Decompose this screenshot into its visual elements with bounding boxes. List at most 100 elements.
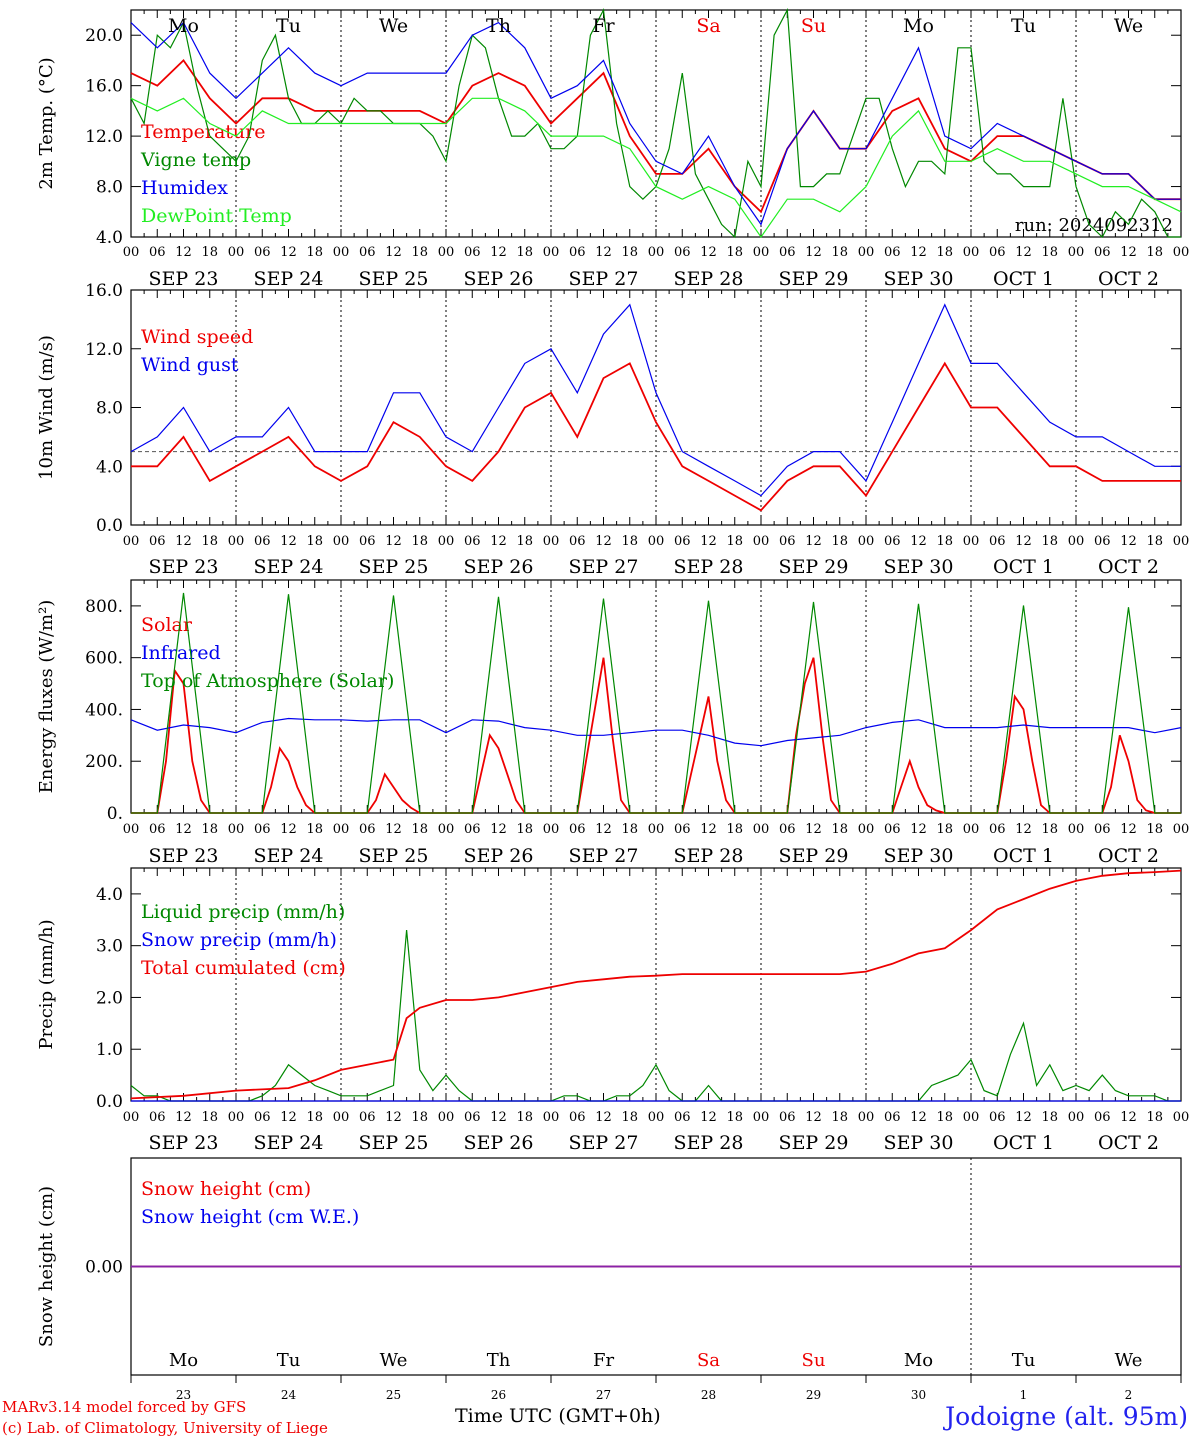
hour-label: 18 <box>726 822 743 837</box>
weekday-label: Th <box>486 15 511 37</box>
legend-entry: Snow precip (mm/h) <box>141 929 337 951</box>
y-tick-label: 400. <box>85 700 123 720</box>
hour-label: 06 <box>989 534 1006 549</box>
date-label: SEP 25 <box>359 1132 429 1154</box>
date-label: OCT 1 <box>993 1132 1054 1154</box>
series-line <box>131 361 1181 512</box>
hour-label: 00 <box>333 534 350 549</box>
hour-label: 06 <box>149 1110 166 1125</box>
hour-label: 18 <box>1146 1110 1163 1125</box>
hour-label: 00 <box>648 822 665 837</box>
hour-label: 12 <box>1015 534 1032 549</box>
hour-label: 12 <box>385 245 402 260</box>
hour-label: 12 <box>490 534 507 549</box>
hour-label: 06 <box>1094 822 1111 837</box>
y-tick-label: 1.0 <box>96 1040 123 1060</box>
hour-label: 18 <box>306 245 323 260</box>
series-line <box>130 59 1181 214</box>
day-number-label: 25 <box>386 1388 401 1402</box>
hour-label: 12 <box>385 822 402 837</box>
hour-label: 18 <box>621 822 638 837</box>
hour-label: 00 <box>123 245 140 260</box>
date-label: SEP 29 <box>779 845 849 867</box>
hour-label: 00 <box>438 534 455 549</box>
hour-label: 06 <box>779 1110 796 1125</box>
weekday-label: Tu <box>277 1350 301 1371</box>
y-axis-label: Snow height (cm) <box>36 1186 57 1347</box>
hour-label: 00 <box>1068 822 1085 837</box>
hour-label: 06 <box>569 534 586 549</box>
hour-label: 18 <box>201 534 218 549</box>
legend-entry: Snow height (cm W.E.) <box>141 1206 359 1228</box>
hour-label: 00 <box>753 534 770 549</box>
hour-label: 18 <box>1146 245 1163 260</box>
date-label: SEP 25 <box>359 268 429 290</box>
hour-label: 00 <box>438 1110 455 1125</box>
hour-label: 12 <box>700 1110 717 1125</box>
day-number-label: 23 <box>176 1388 191 1402</box>
weekday-label: Tu <box>276 15 301 37</box>
hour-label: 12 <box>175 822 192 837</box>
legend-entry: Wind gust <box>141 354 239 376</box>
x-axis-title: Time UTC (GMT+0h) <box>455 1405 661 1427</box>
series-line <box>130 97 1182 239</box>
hour-label: 18 <box>1041 822 1058 837</box>
weekday-label: Mo <box>168 15 199 37</box>
hour-label: 00 <box>123 822 140 837</box>
hour-label: 18 <box>936 245 953 260</box>
hour-label: 06 <box>569 245 586 260</box>
hour-label: 06 <box>254 534 271 549</box>
hour-label: 06 <box>464 245 481 260</box>
legend-entry: Solar <box>141 614 193 636</box>
hour-label: 00 <box>858 1110 875 1125</box>
hour-label: 06 <box>464 1110 481 1125</box>
legend-entry: Top of Atmosphere (Solar) <box>141 670 394 692</box>
hour-label: 12 <box>910 534 927 549</box>
date-label: SEP 24 <box>254 845 324 867</box>
series-line <box>130 869 1182 1100</box>
hour-label: 18 <box>831 1110 848 1125</box>
date-label: OCT 1 <box>993 845 1054 867</box>
hour-label: 00 <box>648 534 665 549</box>
hour-label: 12 <box>910 245 927 260</box>
date-label: SEP 26 <box>464 556 534 578</box>
hour-label: 06 <box>359 822 376 837</box>
hour-label: 06 <box>1094 245 1111 260</box>
series-line <box>130 303 1181 497</box>
y-tick-label: 200. <box>85 752 123 772</box>
legend-entry: Total cumulated (cm) <box>141 957 346 979</box>
weekday-label: Tu <box>1011 15 1036 37</box>
hour-label: 18 <box>1041 1110 1058 1125</box>
hour-label: 00 <box>1173 1110 1190 1125</box>
hour-label: 06 <box>149 822 166 837</box>
hour-label: 12 <box>280 534 297 549</box>
hour-label: 12 <box>805 1110 822 1125</box>
hour-label: 18 <box>621 1110 638 1125</box>
hour-label: 12 <box>1015 1110 1032 1125</box>
hour-label: 18 <box>831 822 848 837</box>
day-number-label: 28 <box>701 1388 716 1402</box>
hour-label: 18 <box>411 245 428 260</box>
weekday-label: We <box>1114 15 1143 37</box>
date-label: SEP 23 <box>149 845 219 867</box>
hour-label: 00 <box>123 1110 140 1125</box>
date-label: SEP 26 <box>464 268 534 290</box>
weekday-label: Tu <box>1012 1350 1036 1371</box>
legend-entry: Infrared <box>141 642 221 664</box>
hour-label: 12 <box>910 1110 927 1125</box>
hour-label: 00 <box>1173 534 1190 549</box>
date-label: SEP 28 <box>674 556 744 578</box>
hour-label: 18 <box>306 534 323 549</box>
legend-entry: Humidex <box>141 177 228 199</box>
hour-label: 18 <box>726 1110 743 1125</box>
legend-entry: Snow height (cm) <box>141 1178 311 1200</box>
weekday-label: We <box>380 1350 408 1371</box>
date-label: SEP 23 <box>149 1132 219 1154</box>
date-label: SEP 29 <box>779 268 849 290</box>
y-tick-label: 20.0 <box>85 26 123 46</box>
hour-label: 12 <box>490 1110 507 1125</box>
hour-label: 00 <box>648 1110 665 1125</box>
hour-label: 18 <box>831 534 848 549</box>
hour-label: 00 <box>228 822 245 837</box>
weekday-label: Th <box>487 1350 511 1371</box>
